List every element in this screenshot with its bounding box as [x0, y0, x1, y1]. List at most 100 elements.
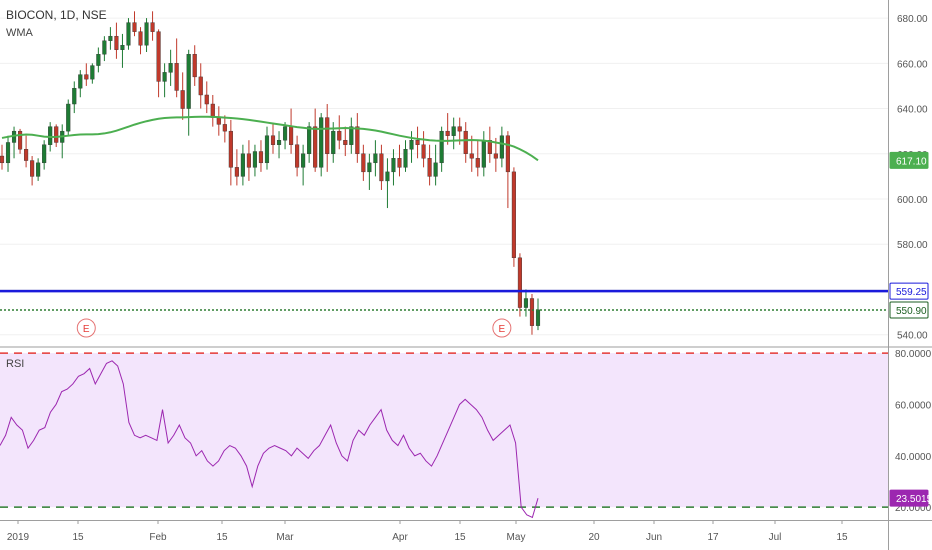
- time-tick-label: 2019: [7, 532, 30, 543]
- candle-body: [0, 155, 5, 164]
- candle-body: [487, 140, 492, 154]
- study-label[interactable]: WMA: [6, 27, 33, 39]
- candle-body: [192, 54, 197, 78]
- candle-body: [433, 162, 438, 177]
- candle-body: [313, 126, 318, 168]
- candle-body: [138, 31, 143, 46]
- candle-body: [90, 65, 95, 80]
- earnings-marker-label: E: [499, 324, 506, 335]
- price-tag-label: 559.25: [896, 287, 927, 298]
- candle-body: [421, 144, 426, 159]
- candle-body: [258, 151, 264, 164]
- candle-body: [403, 149, 408, 168]
- candle-body: [198, 76, 203, 96]
- price-tag-label: 617.10: [896, 156, 927, 167]
- candle-body: [174, 63, 179, 91]
- candle-body: [373, 153, 378, 164]
- candle-body: [18, 130, 23, 150]
- candle-body: [264, 135, 270, 164]
- time-tick-label: May: [507, 532, 526, 543]
- candle-body: [481, 140, 486, 168]
- candle-body: [289, 126, 294, 145]
- candle-body: [168, 63, 173, 73]
- candle-body: [475, 158, 480, 168]
- time-tick-label: Mar: [276, 532, 294, 543]
- candle-body: [325, 117, 330, 154]
- candle-body: [427, 158, 432, 177]
- candle-body: [367, 162, 372, 173]
- candle-body: [36, 162, 41, 177]
- candle-body: [385, 171, 390, 182]
- candle-body: [162, 72, 167, 82]
- rsi-tick-label: 60.0000: [895, 400, 932, 411]
- candle-body: [451, 126, 456, 136]
- candle-body: [222, 124, 227, 132]
- rsi-tick-label: 20.0000: [895, 503, 932, 514]
- rsi-title[interactable]: RSI: [6, 358, 25, 370]
- candle-body: [535, 309, 541, 326]
- time-axis[interactable]: 2019 15 Feb 15 Mar Apr 15 May 20 Jun 17 Jul 15: [0, 520, 932, 543]
- candle-body: [150, 22, 155, 32]
- candle-body: [295, 144, 300, 168]
- candle-body: [96, 54, 101, 66]
- candles: [0, 11, 541, 335]
- time-tick-label: Jun: [646, 532, 662, 543]
- candle-body: [186, 54, 191, 109]
- rsi-axis[interactable]: 20.0000 40.0000 60.0000 80.0000: [895, 349, 932, 514]
- candle-body: [42, 144, 47, 164]
- candle-body: [457, 126, 462, 132]
- candle-body: [216, 117, 221, 125]
- candle-body: [24, 149, 29, 161]
- candle-body: [391, 158, 396, 173]
- candle-body: [270, 135, 276, 145]
- candle-body: [78, 74, 83, 89]
- candle-body: [252, 151, 258, 168]
- candle-body: [48, 126, 53, 145]
- price-tick-label: 580.00: [897, 240, 928, 251]
- candle-body: [276, 140, 282, 145]
- earnings-marker-label: E: [83, 324, 90, 335]
- candle-body: [469, 153, 474, 159]
- candle-body: [349, 126, 354, 145]
- candle-body: [463, 130, 468, 154]
- candle-body: [499, 135, 504, 159]
- candle-body: [282, 126, 288, 141]
- time-tick-label: 17: [707, 532, 719, 543]
- candle-body: [84, 74, 89, 80]
- candle-body: [180, 90, 185, 109]
- candle-body: [240, 153, 245, 177]
- candle-body: [379, 153, 384, 182]
- candle-body: [114, 35, 119, 50]
- time-tick-label: 15: [454, 532, 466, 543]
- candle-body: [120, 45, 125, 50]
- price-tick-label: 640.00: [897, 105, 928, 116]
- time-tick-label: 15: [72, 532, 84, 543]
- candle-body: [72, 87, 77, 105]
- price-tags: 617.10 559.25 550.90 23.5015: [889, 151, 932, 507]
- main-grid: [0, 17, 888, 336]
- candle-body: [246, 153, 251, 168]
- candle-body: [445, 130, 450, 136]
- candle-body: [343, 140, 348, 145]
- candle-body: [301, 153, 306, 168]
- candle-body: [397, 158, 402, 168]
- rsi-line: [0, 360, 539, 519]
- symbol-title[interactable]: BIOCON, 1D, NSE: [6, 8, 107, 22]
- candle-body: [204, 94, 209, 105]
- price-tag: [889, 282, 929, 300]
- candle-body: [493, 153, 498, 159]
- time-tick-label: Apr: [392, 532, 408, 543]
- candle-body: [66, 103, 71, 132]
- rsi-tick-label: 40.0000: [895, 452, 932, 463]
- candle-body: [108, 35, 113, 41]
- rsi-tick-label: 80.0000: [895, 349, 932, 360]
- time-tick-label: Feb: [149, 532, 167, 543]
- candle-body: [361, 153, 366, 173]
- candle-body: [529, 298, 535, 326]
- candle-body: [415, 140, 420, 145]
- price-tick-label: 540.00: [897, 331, 928, 342]
- candle-body: [156, 31, 161, 82]
- price-tag: [889, 489, 929, 507]
